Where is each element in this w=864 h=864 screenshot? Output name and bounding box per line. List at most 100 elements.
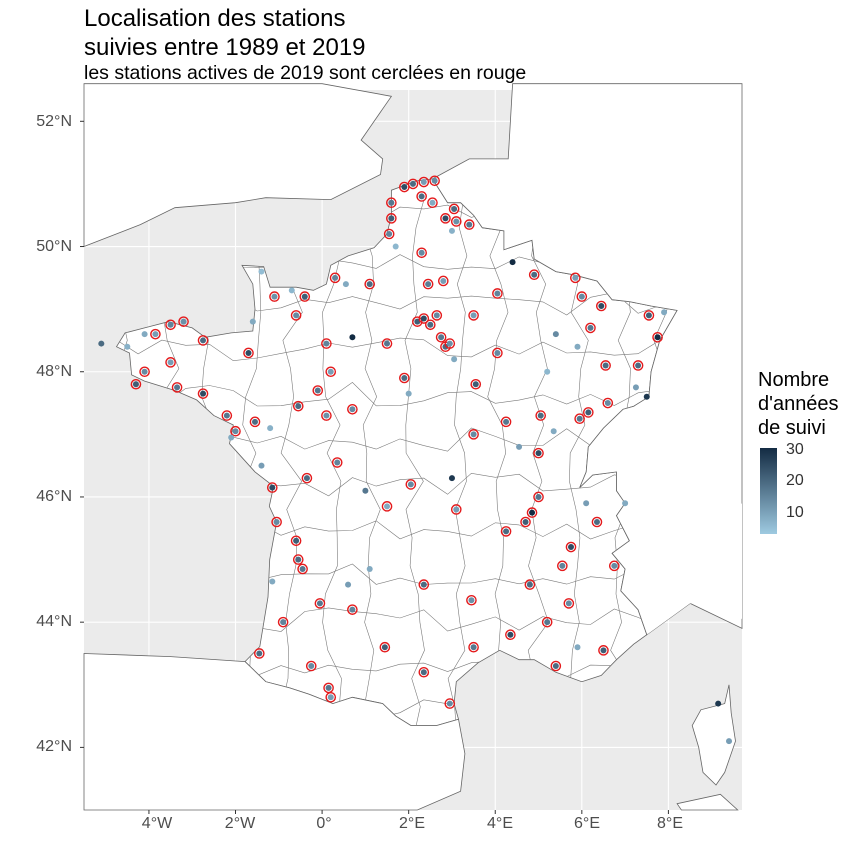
department-boundary <box>527 199 549 726</box>
station-point <box>323 340 330 347</box>
station-point <box>167 321 174 328</box>
station-point <box>516 443 523 450</box>
station-point <box>440 277 447 284</box>
station-point <box>228 434 235 441</box>
station-point <box>643 393 650 400</box>
active-station-ring <box>305 660 317 672</box>
active-station-ring <box>197 335 209 346</box>
station-point <box>427 321 434 328</box>
active-station-ring <box>321 338 332 349</box>
active-station-ring <box>386 213 397 224</box>
map-subtitle: les stations actives de 2019 sont cerclé… <box>84 62 527 84</box>
station-point <box>470 312 477 319</box>
active-station-ring <box>591 516 603 528</box>
active-station-ring <box>165 357 176 368</box>
station-point <box>269 484 276 491</box>
station-point <box>366 281 373 288</box>
legend-colorbar <box>760 448 777 534</box>
active-station-ring <box>422 278 434 290</box>
department-boundary <box>569 199 589 726</box>
station-point <box>251 418 258 425</box>
station-point <box>552 663 559 669</box>
station-point <box>654 334 661 341</box>
active-station-ring <box>290 535 302 547</box>
active-station-ring <box>364 278 376 290</box>
station-point <box>141 331 148 338</box>
station-point <box>249 318 256 325</box>
station-point <box>645 312 652 319</box>
station-point <box>635 362 642 369</box>
active-station-ring <box>418 176 430 188</box>
axis-tick-marks <box>80 120 669 814</box>
active-station-ring <box>425 319 436 331</box>
station-point <box>715 700 722 707</box>
station-point <box>544 368 551 375</box>
station-point <box>303 475 310 482</box>
department-boundary <box>447 199 468 726</box>
station-point <box>442 343 449 350</box>
station-point <box>425 281 432 288</box>
active-station-ring <box>652 332 663 343</box>
station-point <box>431 177 438 184</box>
station-point <box>327 694 334 701</box>
station-point <box>522 519 529 525</box>
active-station-ring <box>254 648 265 659</box>
active-station-ring <box>533 491 544 503</box>
station-point <box>611 562 618 569</box>
station-point <box>537 412 544 419</box>
active-station-ring <box>583 407 594 418</box>
station-point <box>429 199 436 206</box>
station-point <box>410 180 416 187</box>
active-station-ring <box>347 404 358 415</box>
active-station-ring <box>130 378 142 390</box>
active-station-ring <box>600 360 611 371</box>
active-station-ring <box>221 410 233 421</box>
station-point <box>726 738 733 745</box>
x-tick-label: 2°E <box>399 815 425 832</box>
active-station-ring <box>230 425 241 437</box>
station-point <box>420 179 427 186</box>
station-point <box>578 293 585 300</box>
active-station-ring <box>243 347 254 359</box>
legend-label: 20 <box>786 472 804 489</box>
active-station-ring <box>314 598 326 609</box>
active-station-ring <box>468 310 479 321</box>
station-point <box>299 565 306 572</box>
station-point <box>200 390 207 397</box>
station-point <box>223 412 230 419</box>
station-point <box>314 387 321 394</box>
station-point <box>470 431 477 438</box>
active-station-ring <box>267 482 278 493</box>
active-station-ring <box>297 563 308 575</box>
spain-landmass <box>83 653 466 811</box>
active-station-ring <box>450 504 462 515</box>
station-point <box>509 259 516 266</box>
station-point <box>301 293 308 300</box>
legend-title: Nombre d'années de suivi <box>758 369 839 439</box>
station-point <box>405 390 412 397</box>
station-point <box>295 403 302 410</box>
x-tick-label: 6°E <box>574 815 600 832</box>
station-point <box>574 343 581 350</box>
station-point <box>388 199 395 206</box>
active-station-ring <box>524 579 536 590</box>
active-station-ring <box>576 291 588 302</box>
station-point <box>141 368 148 375</box>
active-station-ring <box>563 598 575 609</box>
station-point <box>132 381 139 388</box>
active-station-ring <box>533 447 544 459</box>
active-station-ring <box>178 316 189 327</box>
active-station-ring <box>292 400 304 412</box>
station-point <box>526 581 533 588</box>
station-point <box>420 315 427 322</box>
active-station-ring <box>440 213 451 224</box>
station-point <box>174 384 181 391</box>
active-station-ring <box>598 645 609 656</box>
y-tick-label: 44°N <box>36 613 72 630</box>
station-point <box>269 578 276 585</box>
station-point <box>451 356 458 363</box>
station-point <box>401 375 408 381</box>
station-point <box>332 274 339 281</box>
active-station-ring <box>139 366 150 378</box>
active-station-ring <box>602 397 614 409</box>
